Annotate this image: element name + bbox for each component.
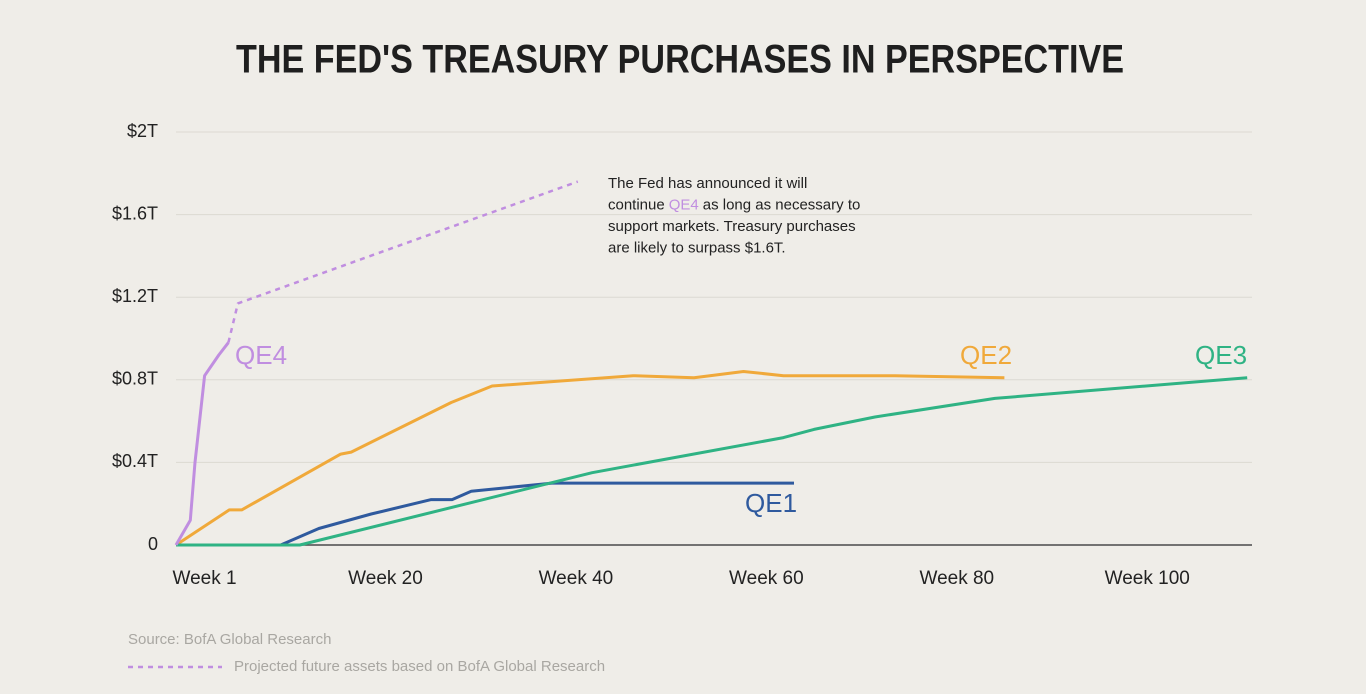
x-tick-label: Week 60 xyxy=(729,568,804,589)
legend-label: Projected future assets based on BofA Gl… xyxy=(234,658,605,675)
x-tick-label: Week 1 xyxy=(173,568,237,589)
series-label: QE2 xyxy=(960,340,1012,370)
annotation-line: support markets. Treasury purchases xyxy=(608,218,856,235)
series-label: QE4 xyxy=(235,340,287,370)
annotation-part: as long as necessary to xyxy=(703,196,861,213)
annotation-line: continue QE4 as long as necessary to xyxy=(608,196,860,213)
annotation-part: QE4 xyxy=(669,196,699,213)
chart-title: THE FED'S TREASURY PURCHASES IN PERSPECT… xyxy=(236,38,1124,82)
y-tick-label: $0.8T xyxy=(112,369,158,389)
projection-line xyxy=(227,180,579,343)
series-line xyxy=(176,481,794,547)
annotation-part: continue xyxy=(608,196,665,213)
y-tick-label: $1.6T xyxy=(112,203,158,223)
annotation-line: are likely to surpass $1.6T. xyxy=(608,239,786,256)
series-line xyxy=(175,370,1005,547)
y-tick-label: $2T xyxy=(127,121,158,141)
y-tick-label: $1.2T xyxy=(112,286,158,306)
source-note: Source: BofA Global Research xyxy=(128,631,331,648)
annotation-line: The Fed has announced it will xyxy=(608,175,807,192)
series-line xyxy=(176,376,1248,547)
x-tick-label: Week 20 xyxy=(348,568,423,589)
series-label: QE1 xyxy=(745,488,797,518)
y-tick-label: 0 xyxy=(148,534,158,554)
y-tick-label: $0.4T xyxy=(112,451,158,471)
x-tick-label: Week 80 xyxy=(919,568,994,589)
series-label: QE3 xyxy=(1195,340,1247,370)
x-tick-label: Week 40 xyxy=(539,568,614,589)
series-line xyxy=(174,341,230,546)
x-tick-label: Week 100 xyxy=(1105,568,1190,589)
